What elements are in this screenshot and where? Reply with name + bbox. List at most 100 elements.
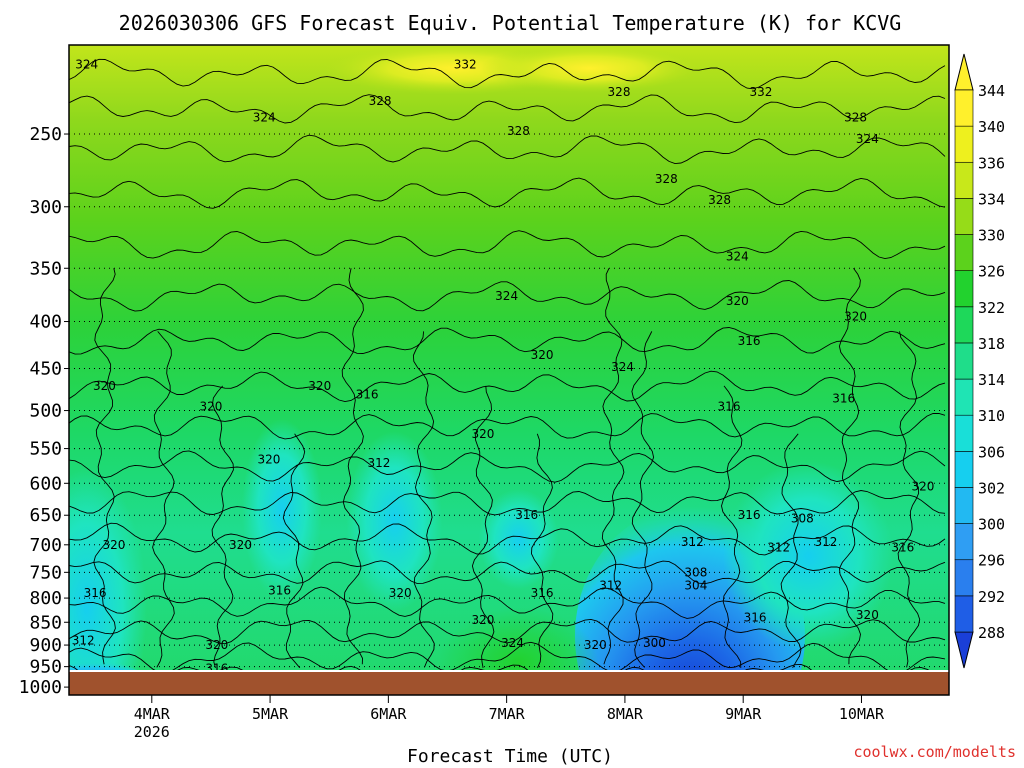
shade-region — [478, 489, 559, 590]
contour-label: 316 — [84, 586, 107, 600]
shade-region — [69, 467, 147, 670]
contour-label: 316 — [738, 334, 761, 348]
contour-line — [69, 370, 946, 403]
contour-line — [69, 490, 946, 516]
contour-line — [69, 177, 946, 209]
contour-label: 320 — [199, 400, 222, 414]
contour-label: 316 — [205, 662, 228, 676]
contour-label: 320 — [205, 638, 228, 652]
y-tick-label: 350 — [29, 258, 62, 279]
contour-label: 316 — [268, 584, 291, 598]
contour-label: 332 — [454, 57, 477, 71]
contour-line — [721, 385, 743, 668]
contour-label: 320 — [472, 613, 495, 627]
contour-label: 328 — [844, 111, 867, 125]
contour-label: 324 — [611, 360, 634, 374]
colorbar-swatch — [954, 451, 974, 488]
contour-line — [69, 327, 946, 355]
contour-line — [69, 280, 946, 312]
contour-label: 328 — [369, 94, 392, 108]
contour-label: 316 — [832, 391, 855, 405]
contour-line — [282, 433, 306, 669]
colorbar-swatch — [954, 306, 974, 344]
x-tick-label: 7MAR — [489, 705, 526, 723]
colorbar-swatch — [954, 198, 974, 235]
shade-region — [346, 431, 443, 612]
contour-label: 316 — [891, 541, 914, 555]
colorbar-label: 326 — [978, 263, 1005, 281]
y-tick-label: 400 — [29, 312, 62, 333]
contour-label: 316 — [515, 508, 538, 522]
contour-label: 332 — [749, 85, 772, 99]
contour-line — [69, 412, 946, 440]
contour-label: 324 — [253, 111, 276, 125]
contour-label: 324 — [726, 250, 749, 264]
x-tick-label: 9MAR — [725, 705, 762, 723]
colorbar-max-arrow — [954, 53, 974, 91]
contour-label: 312 — [72, 634, 95, 648]
field-shading — [69, 45, 894, 670]
contour-label: 320 — [726, 294, 749, 308]
y-tick-label: 450 — [29, 359, 62, 380]
contour-label: 316 — [531, 586, 554, 600]
shade-region — [241, 419, 322, 600]
contour-label: 324 — [856, 132, 879, 146]
contour-line — [69, 560, 946, 585]
y-tick-label: 900 — [29, 635, 62, 656]
y-tick-label: 700 — [29, 535, 62, 556]
colorbar-swatch — [954, 89, 974, 127]
colorbar-label: 336 — [978, 154, 1005, 172]
contour-label: 324 — [501, 636, 524, 650]
contour-line — [69, 618, 946, 645]
contour-line — [631, 331, 655, 668]
y-tick-label: 750 — [29, 562, 62, 583]
contour-line — [69, 58, 946, 90]
contour-label: 320 — [844, 310, 867, 324]
colorbar-label: 344 — [978, 82, 1005, 100]
contour-label: 320 — [93, 379, 116, 393]
plot-area: 324 332 328 328 332 324 328 328 324 328 328 324 324 3… — [69, 45, 949, 676]
contour-line — [69, 641, 946, 670]
shade-region — [69, 661, 137, 670]
y-tick-label: 950 — [29, 657, 62, 678]
colorbar: 288 292 296 300 302 306 310 314 318 322 326 330 334 3… — [954, 53, 1005, 669]
contour-line — [152, 331, 175, 668]
contour-label: 316 — [718, 400, 741, 414]
contour-line — [69, 522, 946, 556]
contour-label: 316 — [356, 387, 379, 401]
contour-line — [531, 433, 554, 668]
colorbar-label: 314 — [978, 371, 1005, 389]
contour-label: 320 — [584, 638, 607, 652]
y-tick-label: 850 — [29, 612, 62, 633]
colorbar-label: 300 — [978, 516, 1005, 534]
x-tick-label: 6MAR — [370, 705, 407, 723]
colorbar-label: 310 — [978, 407, 1005, 425]
colorbar-min-arrow — [954, 631, 974, 669]
contour-line — [601, 268, 625, 665]
contour-label: 320 — [856, 608, 879, 622]
y-tick-label: 650 — [29, 505, 62, 526]
contour-label: 312 — [681, 535, 704, 549]
colorbar-label: 322 — [978, 299, 1005, 317]
colorbar-label: 288 — [978, 624, 1005, 642]
colorbar-swatch — [954, 487, 974, 524]
colorbar-label: 330 — [978, 227, 1005, 245]
contour-labels: 324 332 328 328 332 324 328 328 324 328 328 324 324 3… — [72, 57, 935, 676]
y-tick-label: 500 — [29, 401, 62, 422]
contour-label: 312 — [367, 456, 390, 470]
x-tick-label: 5MAR — [252, 705, 289, 723]
contour-line — [780, 433, 802, 669]
contour-label: 300 — [643, 636, 666, 650]
contour-line — [412, 331, 435, 668]
contour-label: 316 — [738, 508, 761, 522]
contour-label: 316 — [744, 611, 767, 625]
x-tick-label: 8MAR — [607, 705, 644, 723]
contour-label: 324 — [495, 289, 518, 303]
colorbar-label: 306 — [978, 443, 1005, 461]
contour-line — [69, 94, 946, 124]
ground-band — [69, 672, 949, 695]
colorbar-label: 296 — [978, 552, 1005, 570]
contour-lines — [69, 58, 946, 670]
